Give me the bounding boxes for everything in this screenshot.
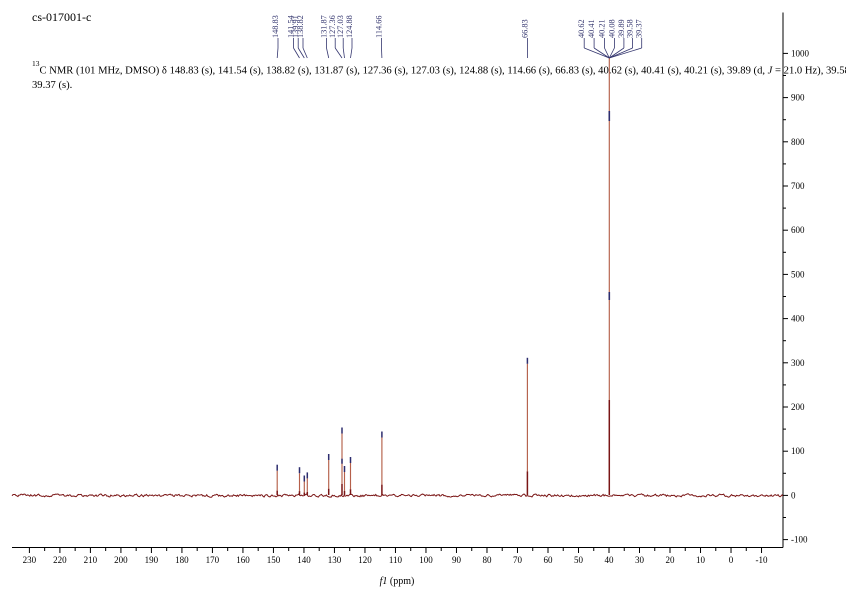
svg-text:120: 120 [358, 555, 372, 565]
svg-text:39.89: 39.89 [617, 19, 626, 38]
svg-text:40.21: 40.21 [598, 19, 607, 38]
svg-text:100: 100 [419, 555, 433, 565]
svg-text:90: 90 [452, 555, 462, 565]
svg-text:0: 0 [729, 555, 734, 565]
svg-text:300: 300 [791, 358, 805, 368]
svg-text:160: 160 [236, 555, 250, 565]
svg-text:800: 800 [791, 137, 805, 147]
svg-text:130: 130 [328, 555, 342, 565]
svg-text:80: 80 [482, 555, 492, 565]
svg-text:66.83: 66.83 [520, 19, 529, 38]
svg-text:f1 (ppm): f1 (ppm) [380, 576, 415, 587]
svg-text:127.03: 127.03 [336, 15, 345, 38]
svg-text:30: 30 [635, 555, 645, 565]
svg-text:210: 210 [84, 555, 98, 565]
svg-text:-100: -100 [791, 535, 808, 545]
svg-text:500: 500 [791, 269, 805, 279]
svg-text:114.66: 114.66 [375, 15, 384, 38]
svg-text:140: 140 [297, 555, 311, 565]
svg-text:230: 230 [23, 555, 37, 565]
svg-text:190: 190 [145, 555, 159, 565]
svg-text:110: 110 [389, 555, 403, 565]
svg-text:124.88: 124.88 [345, 15, 354, 38]
svg-text:700: 700 [791, 181, 805, 191]
svg-text:100: 100 [791, 446, 805, 456]
svg-text:131.87: 131.87 [320, 15, 329, 38]
svg-text:180: 180 [175, 555, 189, 565]
svg-text:70: 70 [513, 555, 523, 565]
svg-text:39.58: 39.58 [626, 19, 635, 38]
svg-text:150: 150 [267, 555, 281, 565]
svg-text:40.08: 40.08 [607, 19, 616, 38]
svg-text:-10: -10 [756, 555, 768, 565]
svg-text:200: 200 [791, 402, 805, 412]
svg-text:0: 0 [791, 490, 796, 500]
svg-text:170: 170 [206, 555, 220, 565]
svg-text:40: 40 [605, 555, 615, 565]
svg-text:200: 200 [114, 555, 128, 565]
svg-text:50: 50 [574, 555, 584, 565]
svg-text:600: 600 [791, 225, 805, 235]
svg-text:1000: 1000 [791, 48, 810, 58]
svg-text:148.83: 148.83 [271, 15, 280, 38]
svg-text:40.62: 40.62 [577, 19, 586, 38]
svg-text:40.41: 40.41 [587, 19, 596, 38]
svg-text:39.37: 39.37 [635, 19, 644, 38]
svg-text:900: 900 [791, 93, 805, 103]
svg-text:220: 220 [53, 555, 67, 565]
svg-text:10: 10 [696, 555, 706, 565]
svg-text:400: 400 [791, 314, 805, 324]
svg-text:60: 60 [543, 555, 553, 565]
svg-text:138.82: 138.82 [296, 15, 305, 38]
svg-text:20: 20 [666, 555, 676, 565]
